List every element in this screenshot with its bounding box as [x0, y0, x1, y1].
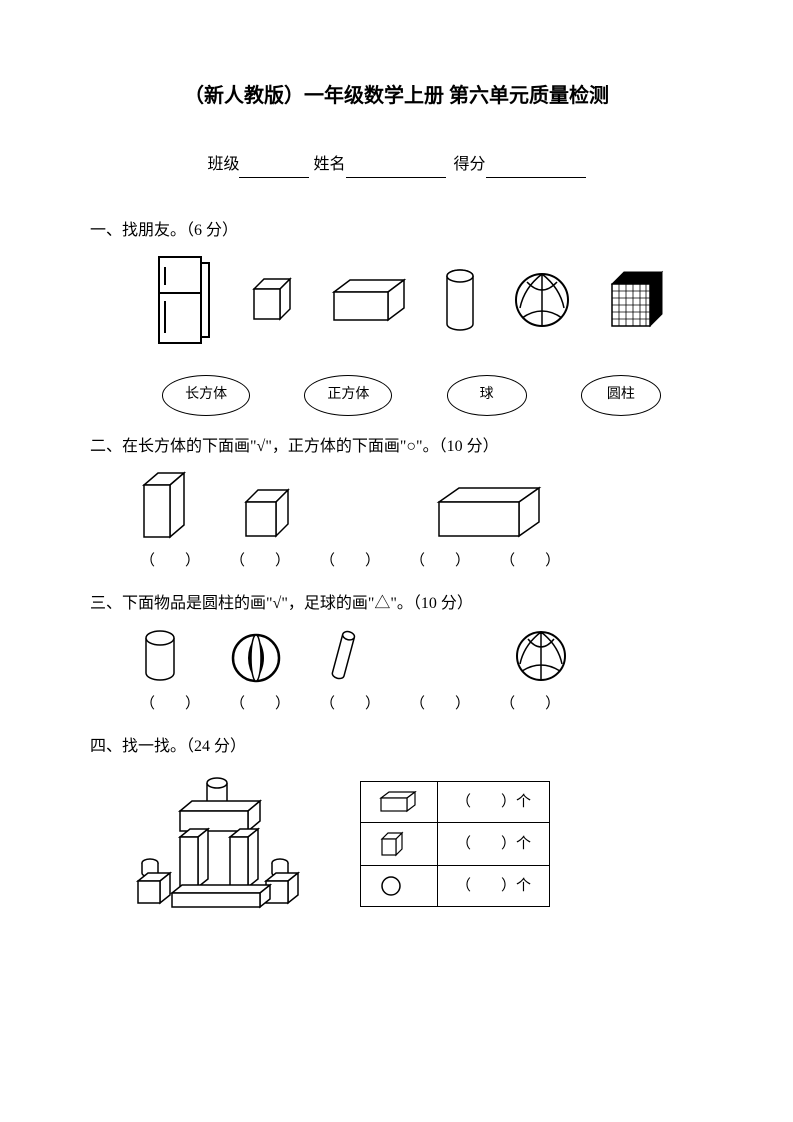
q4-head: 四、找一找。（24 分） — [90, 734, 703, 760]
cube-icon — [246, 275, 296, 325]
cell-cube-count[interactable]: （ ）个 — [438, 823, 550, 866]
name-blank[interactable] — [346, 160, 446, 178]
cylinder-icon — [443, 268, 478, 333]
cuboid-icon — [330, 278, 410, 323]
cell-cube-icon — [361, 823, 438, 866]
q2-shapes — [140, 471, 703, 541]
class-blank[interactable] — [239, 160, 309, 178]
long-cuboid-icon — [435, 486, 545, 541]
q3-answers: （ ） （ ） （ ） （ ） （ ） — [140, 692, 703, 716]
q4-table: （ ）个 （ ）个 （ ）个 — [360, 781, 550, 907]
oval-cube: 正方体 — [304, 375, 392, 415]
q3-blank-3[interactable]: （ ） — [320, 692, 380, 716]
beachball-icon — [230, 632, 282, 684]
cell-circle-icon — [361, 866, 438, 907]
q3-blank-2[interactable]: （ ） — [230, 692, 290, 716]
cell-circle-count[interactable]: （ ）个 — [438, 866, 550, 907]
class-label: 班级 — [207, 156, 239, 173]
q2-head: 二、在长方体的下面画"√"，正方体的下面画"○"。（10 分） — [90, 434, 703, 460]
cell-cuboid-icon — [361, 782, 438, 823]
volleyball-icon — [512, 270, 572, 330]
score-label: 得分 — [454, 156, 486, 173]
castle-icon — [130, 771, 300, 911]
q2-blank-5[interactable]: （ ） — [500, 549, 560, 573]
name-label: 姓名 — [313, 156, 345, 173]
page-title: （新人教版）一年级数学上册 第六单元质量检测 — [90, 80, 703, 112]
cylinder2-icon — [140, 629, 180, 684]
q1-ovals: 长方体 正方体 球 圆柱 — [140, 375, 683, 415]
q3-shapes — [140, 629, 703, 684]
info-line: 班级 姓名 得分 — [90, 152, 703, 178]
q3-blank-4[interactable]: （ ） — [410, 692, 470, 716]
oval-cuboid: 长方体 — [162, 375, 250, 415]
cell-cuboid-count[interactable]: （ ）个 — [438, 782, 550, 823]
stick-cylinder-icon — [325, 627, 360, 686]
fridge-icon — [157, 255, 212, 345]
table-row: （ ）个 — [361, 866, 550, 907]
q2-blank-1[interactable]: （ ） — [140, 549, 200, 573]
score-blank[interactable] — [486, 160, 586, 178]
q2-blank-4[interactable]: （ ） — [410, 549, 470, 573]
tall-cuboid-icon — [140, 471, 190, 541]
grid-cube-icon — [606, 270, 666, 330]
q2-blank-2[interactable]: （ ） — [230, 549, 290, 573]
table-row: （ ）个 — [361, 782, 550, 823]
q1-shapes — [140, 255, 683, 345]
q2-blank-3[interactable]: （ ） — [320, 549, 380, 573]
table-row: （ ）个 — [361, 823, 550, 866]
volleyball2-icon — [514, 629, 569, 684]
oval-sphere: 球 — [447, 375, 527, 415]
q3-head: 三、下面物品是圆柱的画"√"，足球的画"△"。（10 分） — [90, 591, 703, 617]
q4-row: （ ）个 （ ）个 （ ）个 — [130, 771, 703, 911]
cube2-icon — [240, 486, 295, 541]
q1-head: 一、找朋友。（6 分） — [90, 218, 703, 244]
q3-blank-1[interactable]: （ ） — [140, 692, 200, 716]
q3-blank-5[interactable]: （ ） — [500, 692, 560, 716]
q2-answers: （ ） （ ） （ ） （ ） （ ） — [140, 549, 703, 573]
oval-cylinder: 圆柱 — [581, 375, 661, 415]
